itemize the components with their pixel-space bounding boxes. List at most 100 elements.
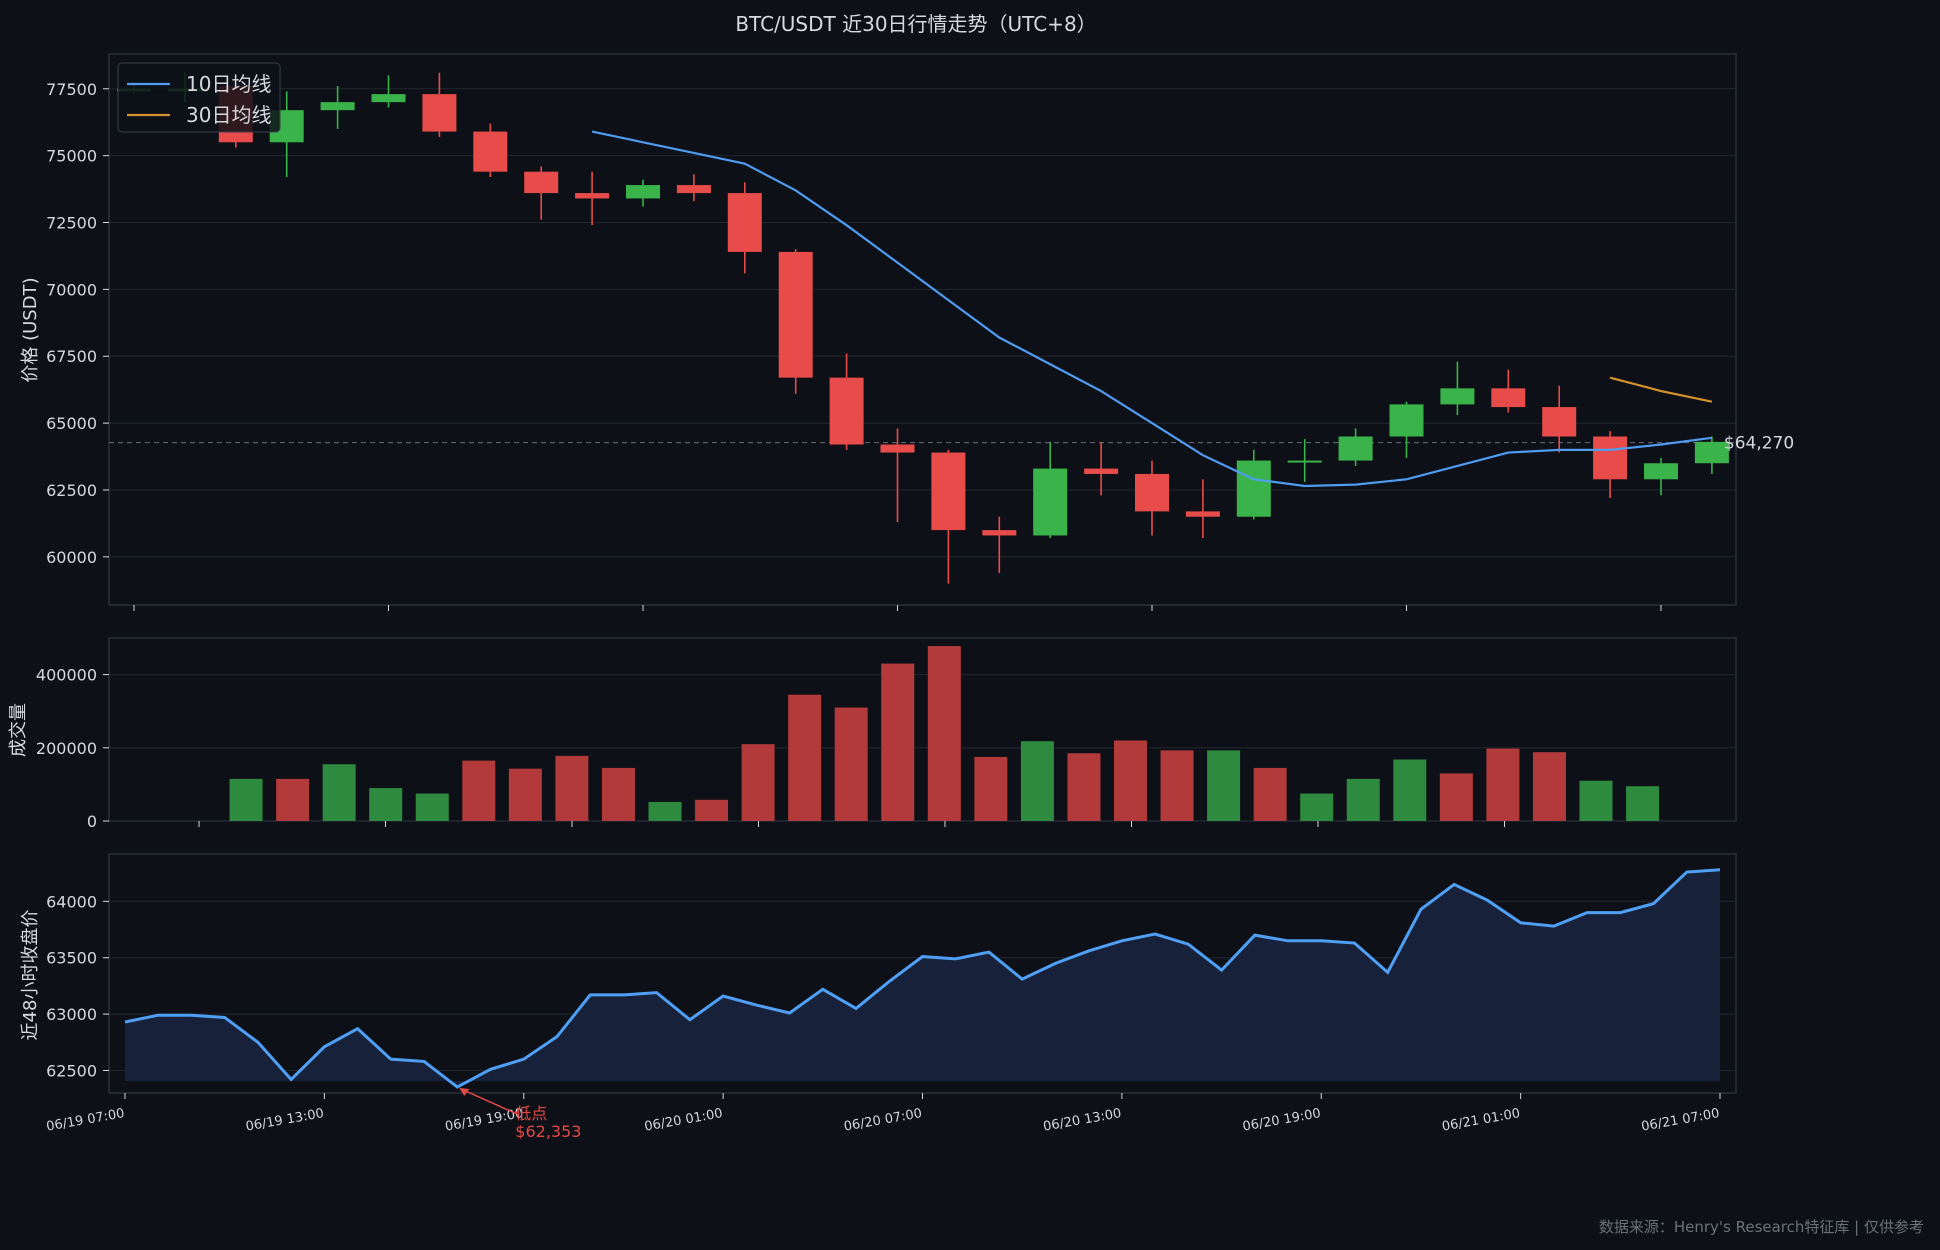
- low-point-arrow: [460, 1088, 520, 1116]
- candle: [1338, 428, 1373, 466]
- volume-bar: [1532, 752, 1566, 821]
- price-y-tick-label: 67500: [46, 347, 97, 366]
- candlesticks: [117, 72, 1729, 584]
- price-panel-frame: [108, 53, 1737, 606]
- candle-body: [575, 193, 610, 199]
- volume-bar: [648, 801, 682, 821]
- volume-bar: [229, 778, 263, 821]
- candle: [931, 449, 966, 584]
- volume-y-tick-label: 400000: [36, 666, 97, 685]
- close-price-line: [124, 868, 1721, 1089]
- candle: [1185, 479, 1220, 539]
- close-y-tick-label: 63000: [46, 1005, 97, 1024]
- volume-bar: [834, 707, 868, 821]
- candle-body: [1542, 407, 1577, 437]
- ma30-line: [1609, 376, 1713, 403]
- legend: 10日均线 30日均线: [117, 62, 281, 133]
- volume-bar: [1253, 767, 1287, 821]
- price-x-ticks: [133, 605, 1662, 611]
- volume-panel: 0 200000 400000 成交量: [8, 637, 1737, 831]
- price-y-tick-label: 65000: [46, 414, 97, 433]
- volume-bar: [1020, 741, 1054, 821]
- candle-body: [1185, 511, 1220, 517]
- low-point-label: 低点: [515, 1104, 547, 1123]
- close-y-tick-label: 64000: [46, 892, 97, 911]
- volume-bar: [1486, 748, 1520, 821]
- volume-bar: [1160, 750, 1194, 821]
- candle: [575, 171, 610, 226]
- volume-bar: [974, 756, 1008, 821]
- close-y-tick-label: 62500: [46, 1061, 97, 1080]
- candle: [1694, 436, 1729, 474]
- candle-body: [982, 530, 1017, 536]
- candle: [1033, 441, 1068, 539]
- chart-title: BTC/USDT 近30日行情走势（UTC+8）: [735, 12, 1096, 36]
- volume-bars: [229, 646, 1660, 821]
- candle-body: [1236, 460, 1271, 517]
- close-y-tick-label: 63500: [46, 949, 97, 968]
- last-price-label: $64,270: [1724, 434, 1794, 454]
- candle: [1389, 401, 1424, 458]
- candle-body: [371, 94, 406, 103]
- candle: [422, 72, 457, 137]
- legend-label-ma30: 30日均线: [186, 103, 271, 127]
- candle-body: [626, 185, 660, 199]
- volume-bar: [1346, 778, 1380, 821]
- candle: [676, 174, 711, 202]
- price-grid: [109, 88, 1736, 558]
- volume-bar: [788, 694, 822, 821]
- candle: [1644, 457, 1678, 496]
- ma10-line: [591, 130, 1713, 488]
- volume-bar: [1439, 773, 1473, 821]
- volume-x-ticks: [198, 821, 1505, 827]
- close-y-ticks: 62500 63000 63500 64000: [46, 892, 109, 1080]
- candle: [473, 123, 508, 178]
- candle-body: [1440, 388, 1475, 405]
- footer-note: 数据来源：Henry's Research特征库 | 仅供参考: [1599, 1218, 1924, 1236]
- candle-body: [1644, 463, 1678, 480]
- volume-bar: [601, 767, 635, 821]
- volume-bar: [1067, 753, 1101, 821]
- volume-bar: [1207, 750, 1241, 821]
- volume-bar: [555, 755, 589, 821]
- candle: [829, 353, 864, 450]
- low-point-annotation: 低点 $62,353: [459, 1088, 581, 1141]
- low-point-arrowhead: [459, 1088, 470, 1097]
- volume-bar: [508, 768, 542, 821]
- candle: [371, 75, 406, 108]
- price-y-tick-label: 62500: [46, 481, 97, 500]
- candle-body: [880, 444, 915, 453]
- candle-body: [1694, 441, 1729, 464]
- close-area-fill: [125, 869, 1720, 1088]
- volume-bar: [1579, 780, 1613, 821]
- volume-y-axis-label: 成交量: [8, 703, 29, 757]
- price-y-tick-label: 72500: [46, 214, 97, 233]
- close-y-axis-label: 近48小时收盘价: [20, 910, 41, 1041]
- volume-bar: [927, 646, 961, 821]
- candle: [880, 428, 915, 523]
- low-point-value: $62,353: [515, 1122, 581, 1141]
- candle-body: [1491, 388, 1526, 408]
- candle-body: [1287, 460, 1322, 463]
- candle-body: [422, 94, 457, 132]
- candle: [1135, 460, 1169, 536]
- candle: [1236, 449, 1271, 520]
- candle-body: [1084, 468, 1119, 474]
- volume-y-ticks: 0 200000 400000: [36, 666, 109, 831]
- candle: [524, 166, 559, 220]
- candle-body: [320, 102, 355, 111]
- legend-label-ma10: 10日均线: [186, 72, 271, 96]
- candle-body: [778, 251, 813, 378]
- candle-body: [829, 377, 864, 445]
- volume-bar: [695, 799, 729, 821]
- candle: [320, 86, 355, 129]
- price-y-axis-label: 价格 (USDT): [20, 277, 41, 382]
- candle: [626, 179, 660, 207]
- volume-y-tick-label: 200000: [36, 739, 97, 758]
- candle: [1593, 431, 1628, 499]
- candle: [1287, 439, 1322, 482]
- price-panel: 60000 62500 65000 67500 70000 72500 75000 77500…: [20, 53, 1794, 611]
- candle: [778, 249, 813, 394]
- candle-body: [676, 185, 711, 194]
- candle-body: [931, 452, 966, 531]
